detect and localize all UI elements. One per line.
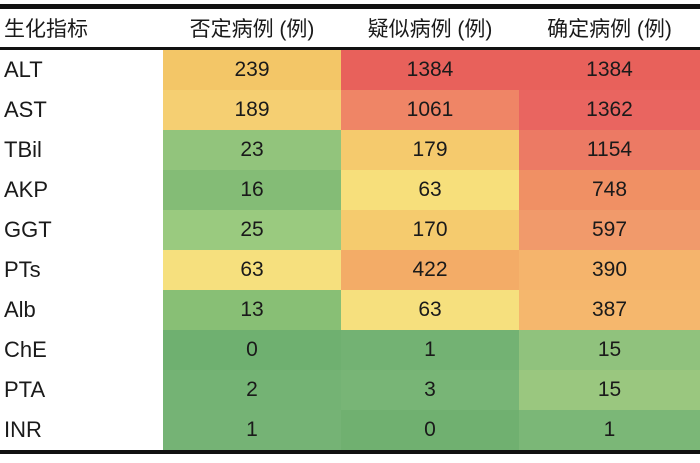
heatmap-cell: 1362 [519,90,700,130]
heatmap-cell: 0 [341,410,519,450]
table-row-ggt: GGT 25 170 597 [0,210,700,250]
table-row-che: ChE 0 1 15 [0,330,700,370]
heatmap-cell: 1 [341,330,519,370]
heatmap-cell: 1384 [519,50,700,90]
heatmap-cell: 1154 [519,130,700,170]
table-top-border [0,4,700,9]
table-row-tbil: TBil 23 179 1154 [0,130,700,170]
heatmap-cell: 0 [163,330,341,370]
heatmap-cell: 239 [163,50,341,90]
row-label: GGT [0,210,163,250]
row-label: AST [0,90,163,130]
heatmap-cell: 63 [341,170,519,210]
heatmap-cell: 63 [163,250,341,290]
row-label: AKP [0,170,163,210]
heatmap-cell: 3 [341,370,519,410]
heatmap-cell: 597 [519,210,700,250]
heatmap-cell: 748 [519,170,700,210]
heatmap-cell: 1 [519,410,700,450]
row-label: Alb [0,290,163,330]
table-row-inr: INR 1 0 1 [0,410,700,450]
table-row-alt: ALT 239 1384 1384 [0,50,700,90]
heatmap-cell: 15 [519,330,700,370]
heatmap-cell: 23 [163,130,341,170]
table-row-pts: PTs 63 422 390 [0,250,700,290]
heatmap-cell: 189 [163,90,341,130]
heatmap-cell: 422 [341,250,519,290]
heatmap-cell: 63 [341,290,519,330]
heatmap-cell: 16 [163,170,341,210]
row-label: PTA [0,370,163,410]
heatmap-cell: 1384 [341,50,519,90]
table-row-pta: PTA 2 3 15 [0,370,700,410]
header-biochemical-indicator: 生化指标 [0,9,163,47]
heatmap-cell: 390 [519,250,700,290]
table-bottom-border [0,450,700,454]
row-label: ALT [0,50,163,90]
header-separator [0,47,700,50]
table-row-akp: AKP 16 63 748 [0,170,700,210]
heatmap-cell: 1 [163,410,341,450]
table-row-alb: Alb 13 63 387 [0,290,700,330]
table-row-ast: AST 189 1061 1362 [0,90,700,130]
heatmap-cell: 387 [519,290,700,330]
heatmap-cell: 2 [163,370,341,410]
row-label: INR [0,410,163,450]
header-suspected-cases: 疑似病例 (例) [341,9,519,47]
table-header-row: 生化指标 否定病例 (例) 疑似病例 (例) 确定病例 (例) [0,9,700,47]
row-label: TBil [0,130,163,170]
heatmap-cell: 25 [163,210,341,250]
heatmap-cell: 1061 [341,90,519,130]
heatmap-cell: 170 [341,210,519,250]
heatmap-cell: 13 [163,290,341,330]
heatmap-cell: 179 [341,130,519,170]
row-label: ChE [0,330,163,370]
heatmap-cell: 15 [519,370,700,410]
header-confirmed-cases: 确定病例 (例) [519,9,700,47]
header-negative-cases: 否定病例 (例) [163,9,341,47]
row-label: PTs [0,250,163,290]
